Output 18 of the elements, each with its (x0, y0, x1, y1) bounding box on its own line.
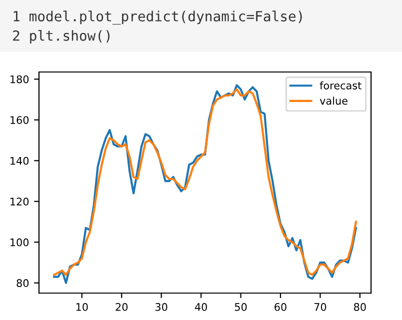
x-tick-label: 50 (234, 303, 247, 311)
y-tick-label: 120 (10, 198, 29, 206)
x-tick-label: 40 (194, 303, 207, 311)
text: 2 plt.show() (13, 30, 110, 44)
y-tick-label: 100 (10, 238, 29, 246)
x-tick-label: 20 (116, 303, 128, 311)
x-tick-label: 10 (76, 303, 88, 311)
text: 1 model.plot_predict(dynamic=False) (14, 10, 302, 25)
legend-label: value (320, 96, 348, 105)
y-tick-label: 80 (16, 279, 29, 288)
y-tick-label: 140 (10, 156, 29, 165)
legend-label: forecast (320, 81, 362, 90)
y-tick-label: 160 (10, 116, 29, 124)
x-tick-label: 70 (314, 303, 326, 311)
x-tick-label: 60 (274, 303, 286, 311)
y-tick-label: 180 (10, 75, 29, 84)
x-tick-label: 80 (354, 303, 366, 311)
x-tick-label: 30 (155, 303, 168, 311)
